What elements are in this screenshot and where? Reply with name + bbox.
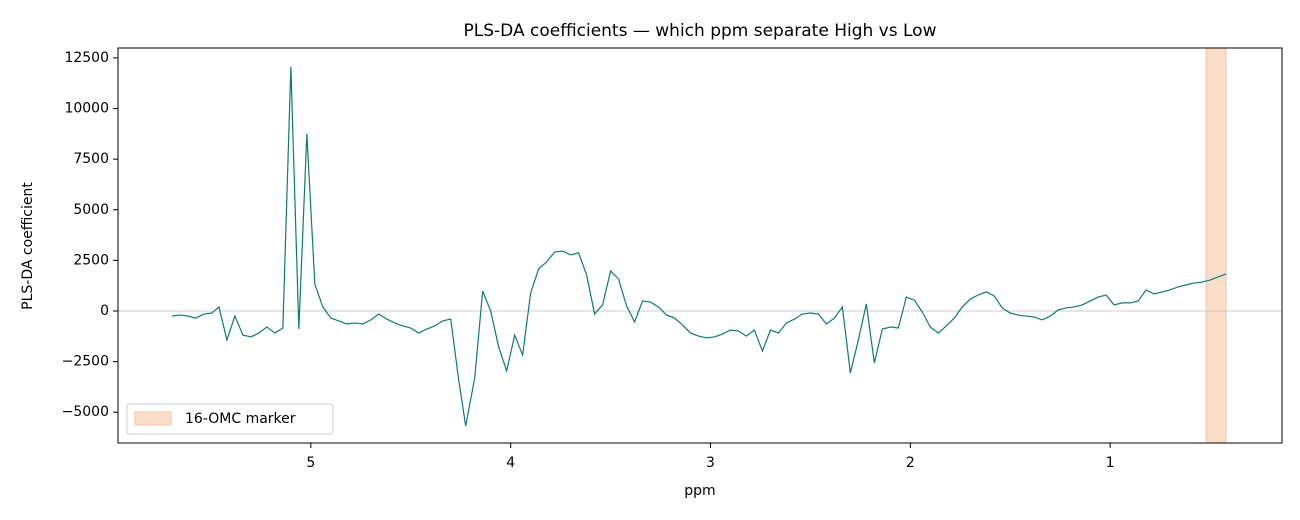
y-tick-label: −5000 — [62, 404, 109, 420]
y-tick-label: 5000 — [73, 202, 109, 218]
y-tick-label: 2500 — [73, 252, 109, 268]
legend-label: 16-OMC marker — [185, 411, 296, 427]
x-tick-label: 1 — [1106, 455, 1115, 471]
marker-span — [1205, 47, 1227, 444]
plot-frame — [117, 47, 1283, 444]
legend-swatch — [134, 411, 172, 426]
y-tick-label: −2500 — [62, 354, 109, 370]
x-axis-label: ppm — [684, 483, 715, 499]
x-tick-label: 5 — [306, 455, 315, 471]
data-line — [171, 66, 1227, 427]
y-tick-label: 10000 — [64, 101, 109, 117]
y-tick-label: 0 — [100, 303, 109, 319]
x-tick-label: 3 — [706, 455, 715, 471]
y-tick-label: 12500 — [64, 50, 109, 66]
x-tick-label: 4 — [506, 455, 515, 471]
x-tick-label: 2 — [906, 455, 915, 471]
legend-box — [126, 403, 334, 435]
y-tick-label: 7500 — [73, 151, 109, 167]
y-axis-label: PLS-DA coefficient — [20, 182, 36, 310]
chart-title: PLS-DA coefficients — which ppm separate… — [464, 21, 937, 41]
